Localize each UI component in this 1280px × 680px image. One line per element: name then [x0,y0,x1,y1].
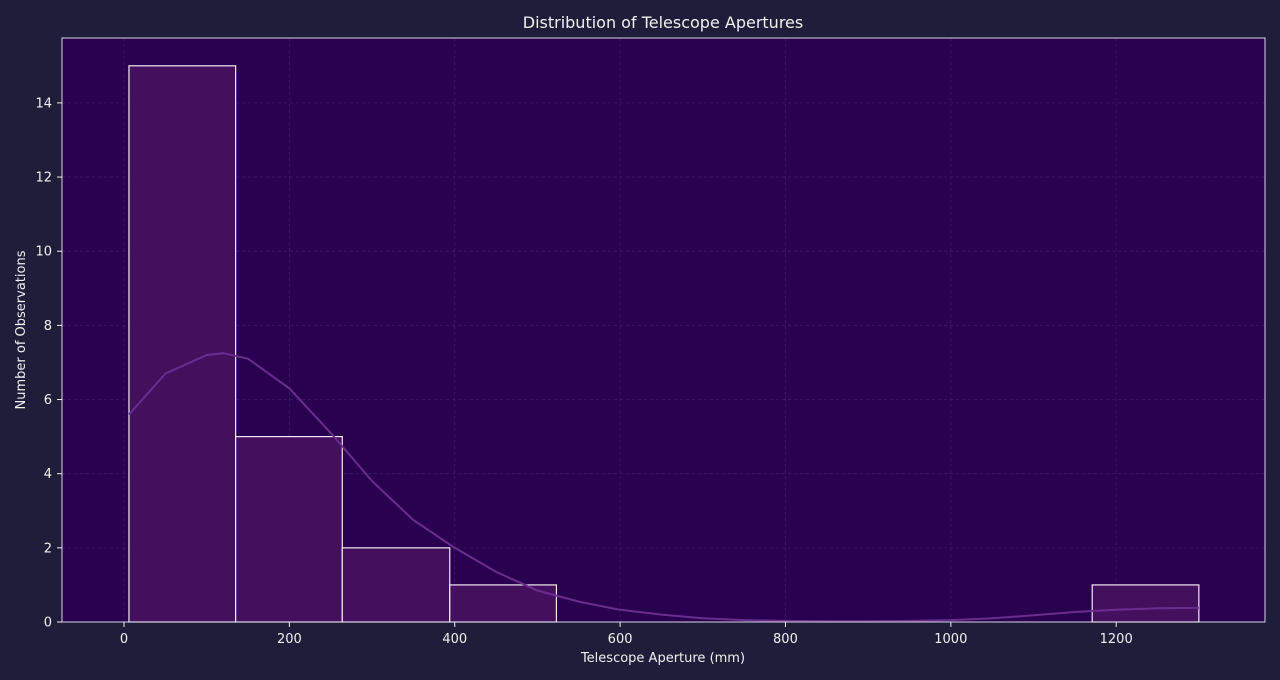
y-tick-label: 2 [44,541,52,556]
chart-title: Distribution of Telescope Apertures [523,13,803,32]
y-tick-label: 4 [44,467,52,482]
y-tick-label: 10 [35,245,52,260]
y-axis-ticks: 0 2 4 6 8 10 12 14 [35,96,62,631]
histogram-bars [128,65,1200,623]
y-tick-label: 6 [44,393,52,408]
x-tick-label: 800 [773,632,798,647]
x-axis-ticks: 0 200 400 600 800 1000 1200 [120,622,1133,647]
x-tick-label: 400 [442,632,467,647]
y-tick-label: 8 [44,319,52,334]
y-axis-label: Number of Observations [14,250,29,409]
y-tick-label: 14 [35,96,52,111]
plot-frame [61,37,1266,623]
histogram-bar [128,65,237,623]
x-tick-label: 600 [608,632,633,647]
grid-lines [62,38,1265,623]
x-tick-label: 1200 [1100,632,1133,647]
histogram-bar [235,436,343,623]
x-tick-label: 1000 [934,632,967,647]
kde-curve [128,352,1199,623]
y-tick-label: 12 [35,171,52,186]
x-tick-label: 0 [120,632,128,647]
y-tick-label: 0 [44,616,52,631]
histogram-bar [1091,584,1200,623]
x-tick-label: 200 [277,632,302,647]
histogram-bar [341,547,451,623]
x-axis-label: Telescope Aperture (mm) [580,651,745,666]
